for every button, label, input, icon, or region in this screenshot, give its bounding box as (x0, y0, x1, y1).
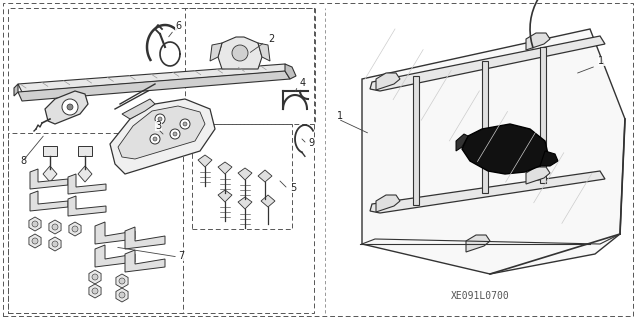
Circle shape (153, 137, 157, 141)
Polygon shape (540, 151, 558, 166)
Polygon shape (482, 61, 488, 193)
Circle shape (183, 122, 187, 126)
Polygon shape (261, 195, 275, 207)
Text: 5: 5 (290, 183, 296, 193)
Polygon shape (198, 155, 212, 167)
Circle shape (155, 114, 165, 124)
Polygon shape (258, 170, 272, 182)
Polygon shape (29, 234, 41, 248)
Text: 9: 9 (308, 138, 314, 148)
Polygon shape (462, 124, 548, 174)
Polygon shape (110, 99, 215, 174)
Circle shape (72, 226, 78, 232)
Polygon shape (45, 91, 88, 124)
Polygon shape (362, 29, 625, 274)
Polygon shape (118, 106, 205, 159)
Circle shape (158, 117, 162, 121)
Polygon shape (370, 171, 605, 213)
Polygon shape (238, 168, 252, 180)
Circle shape (232, 45, 248, 61)
Polygon shape (95, 245, 135, 267)
Polygon shape (125, 250, 165, 272)
Polygon shape (526, 167, 550, 184)
Circle shape (92, 288, 98, 294)
Text: 8: 8 (20, 156, 26, 166)
Text: 2: 2 (268, 34, 275, 44)
Polygon shape (30, 191, 68, 211)
Text: 7: 7 (178, 251, 184, 261)
Circle shape (52, 224, 58, 230)
Polygon shape (89, 284, 101, 298)
Polygon shape (18, 71, 290, 101)
Text: 1: 1 (337, 111, 343, 121)
Circle shape (52, 241, 58, 247)
Polygon shape (43, 166, 57, 182)
Text: 1: 1 (598, 56, 604, 66)
Polygon shape (376, 73, 400, 90)
Polygon shape (18, 64, 290, 92)
Polygon shape (125, 227, 165, 249)
Text: 6: 6 (175, 21, 181, 31)
Polygon shape (49, 220, 61, 234)
Polygon shape (466, 235, 490, 252)
Bar (8, 133, 183, 313)
Polygon shape (540, 47, 545, 183)
Polygon shape (218, 162, 232, 174)
Text: 3: 3 (155, 121, 161, 131)
Polygon shape (78, 166, 92, 182)
Polygon shape (49, 237, 61, 251)
Polygon shape (218, 37, 262, 69)
Polygon shape (413, 76, 419, 205)
Polygon shape (95, 222, 135, 244)
Polygon shape (116, 274, 128, 288)
Polygon shape (116, 288, 128, 302)
Circle shape (62, 99, 78, 115)
Polygon shape (238, 197, 252, 209)
Circle shape (170, 129, 180, 139)
Polygon shape (258, 43, 270, 61)
Polygon shape (89, 270, 101, 284)
Polygon shape (14, 84, 18, 96)
Bar (192, 124, 292, 229)
Circle shape (173, 132, 177, 136)
Polygon shape (370, 36, 605, 91)
Circle shape (119, 292, 125, 298)
Polygon shape (68, 196, 106, 216)
Polygon shape (29, 217, 41, 231)
Polygon shape (69, 222, 81, 236)
Polygon shape (526, 33, 550, 50)
Bar (43, 146, 57, 156)
Polygon shape (456, 134, 468, 151)
Bar (185, 8, 315, 124)
Circle shape (180, 119, 190, 129)
Circle shape (119, 278, 125, 284)
Text: 4: 4 (300, 78, 306, 88)
Circle shape (32, 238, 38, 244)
Bar (78, 146, 92, 156)
Polygon shape (122, 99, 155, 119)
Polygon shape (30, 169, 68, 189)
Circle shape (92, 274, 98, 280)
Polygon shape (210, 43, 222, 61)
Circle shape (67, 104, 73, 110)
Polygon shape (218, 190, 232, 202)
Polygon shape (68, 174, 106, 194)
Circle shape (32, 221, 38, 227)
Circle shape (150, 134, 160, 144)
Polygon shape (376, 195, 400, 212)
Bar (8, 8, 314, 313)
Polygon shape (285, 64, 296, 79)
Text: XE091L0700: XE091L0700 (451, 291, 509, 301)
